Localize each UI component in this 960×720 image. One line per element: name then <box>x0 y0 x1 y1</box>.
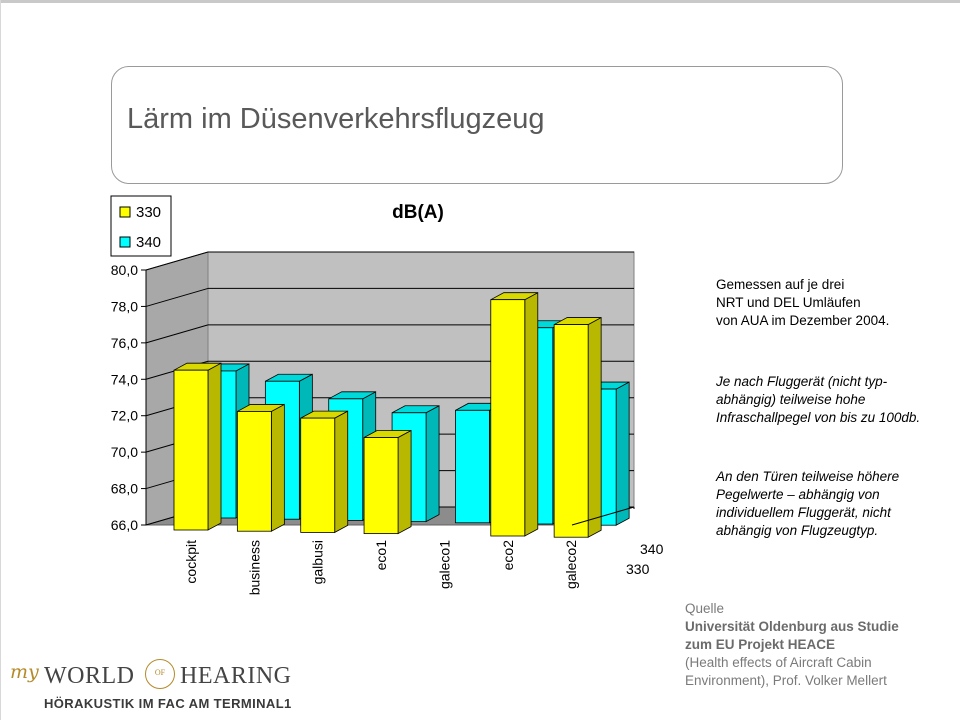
logo-of: OF <box>154 668 166 677</box>
logo-of-circle-icon: OF <box>145 659 175 689</box>
legend-label: 330 <box>136 204 161 221</box>
depth-axis-label: 340 <box>640 541 664 557</box>
note-line: An den Türen teilweise höhere <box>716 469 900 484</box>
measurement-note: Gemessen auf je drei NRT und DEL Umläufe… <box>716 276 889 330</box>
source-detail-line: Environment), Prof. Volker Mellert <box>685 673 887 688</box>
infrasound-note: Je nach Fluggerät (nicht typ- abhängig) … <box>716 373 920 427</box>
depth-axis-line <box>571 506 635 526</box>
source-label: Quelle <box>685 601 725 616</box>
source-title-line: zum EU Projekt HEACE <box>685 637 836 652</box>
x-category-label: galeco1 <box>436 540 452 589</box>
note-line: abhängig von Flugzeugtyp. <box>716 523 879 538</box>
note-line: Gemessen auf je drei <box>716 277 845 292</box>
y-tick-label: 78,0 <box>111 298 138 314</box>
company-logo: my WORLD OF HEARING HÖRAKUSTIK IM FAC AM… <box>6 655 296 717</box>
slide-left-border <box>0 0 1 720</box>
x-category-label: business <box>246 540 262 595</box>
note-line: Pegelwerte – abhängig von <box>716 487 880 502</box>
bar-side-face <box>425 405 440 523</box>
bar-330-eco1 <box>363 437 399 534</box>
chart-gridline <box>145 287 209 307</box>
y-tick-label: 66,0 <box>111 517 138 533</box>
doors-note: An den Türen teilweise höhere Pegelwerte… <box>716 468 899 540</box>
note-line: Infraschallpegel von bis zu 100db. <box>716 410 921 425</box>
bar-side-face <box>524 292 539 537</box>
note-line: Je nach Fluggerät (nicht typ- <box>716 374 888 389</box>
chart-gridline <box>145 251 209 271</box>
y-tick-label: 70,0 <box>111 444 138 460</box>
slide-title: Lärm im Düsenverkehrsflugzeug <box>127 103 545 135</box>
y-tick-label: 76,0 <box>111 335 138 351</box>
note-line: NRT und DEL Umläufen <box>716 295 861 310</box>
bar-330-galeco2 <box>553 324 589 538</box>
title-box <box>111 66 843 184</box>
y-tick-label: 72,0 <box>111 408 138 424</box>
chart-title: dB(A) <box>392 202 444 223</box>
slide-top-border <box>0 0 960 3</box>
bar-side-face <box>587 316 602 538</box>
bar-side-face <box>397 429 412 535</box>
x-category-label: galeco2 <box>563 540 579 589</box>
note-line: von AUA im Dezember 2004. <box>716 313 890 328</box>
bar-side-face <box>270 403 285 532</box>
legend-label: 340 <box>136 234 161 251</box>
bar-330-galbusi <box>300 417 336 533</box>
logo-subtitle: HÖRAKUSTIK IM FAC AM TERMINAL1 <box>44 696 292 711</box>
y-tick-label: 74,0 <box>111 371 138 387</box>
x-category-label: eco2 <box>500 540 516 571</box>
y-tick-label: 80,0 <box>111 262 138 278</box>
source-block: Quelle Universität Oldenburg aus Studie … <box>685 600 899 690</box>
legend-swatch-330 <box>119 206 131 218</box>
bar-340-galeco1 <box>455 409 490 524</box>
bar-side-face <box>207 362 222 531</box>
logo-world: WORLD <box>44 663 135 689</box>
note-line: abhängig) teilweise hohe <box>716 392 866 407</box>
chart-gridline <box>145 324 209 344</box>
bar-330-business <box>236 411 272 532</box>
source-detail-line: (Health effects of Aircraft Cabin <box>685 655 872 670</box>
source-title-line: Universität Oldenburg aus Studie <box>685 619 899 634</box>
x-category-label: cockpit <box>183 540 199 584</box>
bar-side-face <box>615 381 630 526</box>
legend-swatch-340 <box>119 236 131 248</box>
y-tick-label: 68,0 <box>111 481 138 497</box>
note-line: individuellem Fluggerät, nicht <box>716 505 891 520</box>
x-category-label: galbusi <box>310 540 326 584</box>
bar-330-eco2 <box>490 299 526 537</box>
depth-axis-label: 330 <box>626 561 650 577</box>
logo-hearing: HEARING <box>180 663 292 689</box>
bar-side-face <box>334 410 349 534</box>
logo-my: my <box>10 661 39 683</box>
bar-330-cockpit <box>173 369 209 531</box>
x-category-label: eco1 <box>373 540 389 571</box>
